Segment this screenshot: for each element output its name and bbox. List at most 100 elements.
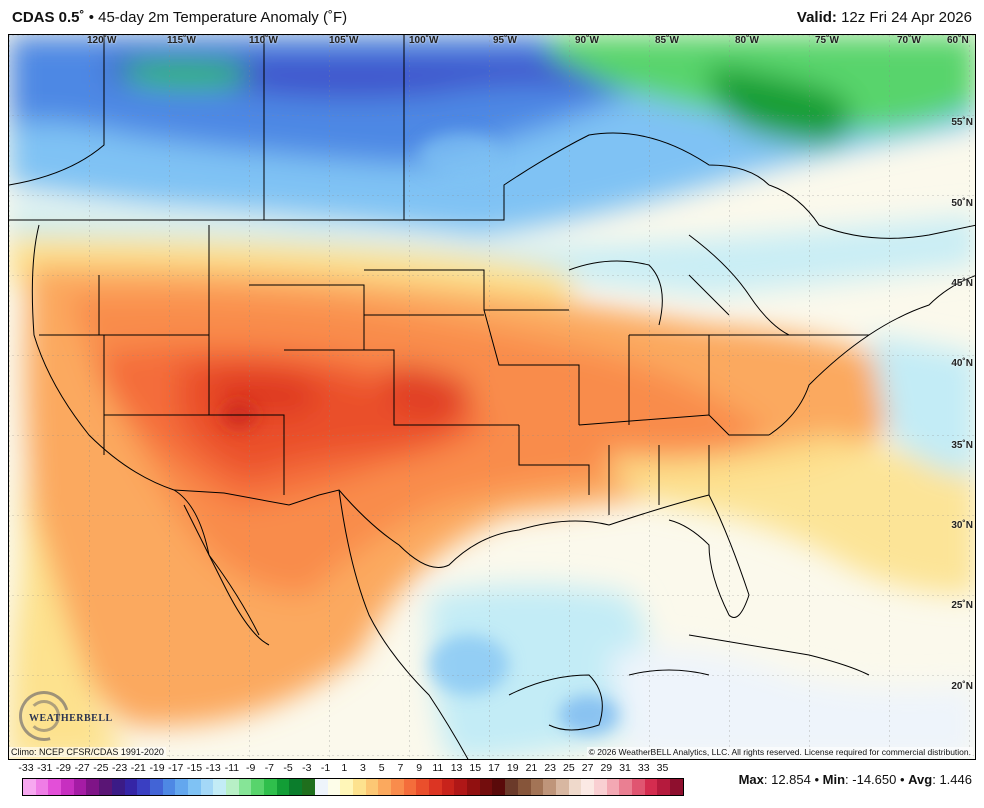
colorbar-swatch: [670, 779, 683, 795]
lon-label-80w: 80˚W: [735, 35, 759, 46]
colorbar-swatch: [517, 779, 531, 795]
lon-label-95w: 95˚W: [493, 35, 517, 46]
colorbar-swatches: [22, 778, 684, 796]
model-name: CDAS 0.5˚: [12, 8, 85, 26]
colorbar-label: -3: [302, 762, 312, 774]
colorbar-label: -29: [55, 762, 72, 774]
colorbar-swatch: [441, 779, 455, 795]
lon-label-110w: 110˚W: [249, 35, 278, 46]
colorbar-swatch: [226, 779, 239, 795]
lon-label-70w: 70˚W: [897, 35, 921, 46]
colorbar-swatch: [149, 779, 163, 795]
lon-label-85w: 85˚W: [655, 35, 679, 46]
map-header: CDAS 0.5˚ • 45-day 2m Temperature Anomal…: [0, 0, 984, 34]
colorbar-swatch: [302, 779, 315, 795]
colorbar-swatch: [479, 779, 493, 795]
colorbar-label: 31: [619, 762, 631, 774]
colorbar-label: 1: [341, 762, 348, 774]
colorbar-swatch: [86, 779, 100, 795]
map-panel: 120˚W 115˚W 110˚W 105˚W 100˚W 95˚W 90˚W …: [8, 34, 976, 760]
colorbar-label: -15: [186, 762, 203, 774]
logo-text: WEATHERBELL: [29, 713, 113, 724]
weatherbell-logo: WEATHERBELL: [9, 681, 112, 751]
colorbar-swatch: [555, 779, 569, 795]
colorbar-label: 27: [581, 762, 594, 774]
colorbar-swatch: [111, 779, 125, 795]
colorbar-label: -9: [245, 762, 256, 774]
colorbar-swatch: [73, 779, 87, 795]
colorbar-swatch: [378, 779, 391, 795]
colorbar-swatch: [187, 779, 201, 795]
political-boundaries: [9, 35, 975, 759]
colorbar-label: 15: [469, 762, 482, 774]
colorbar-swatch: [61, 779, 74, 795]
colorbar-swatch: [530, 779, 544, 795]
avg-label: Avg: [908, 772, 933, 787]
climo-source: Climo: NCEP CFSR/CDAS 1991-2020: [9, 747, 166, 757]
max-label: Max: [738, 772, 764, 787]
colorbar-swatch: [276, 779, 290, 795]
lat-label-25n: 25˚N: [951, 600, 973, 611]
stat-separator: •: [896, 772, 909, 787]
colorbar-label: -31: [37, 762, 53, 774]
colorbar-label: 13: [450, 762, 463, 774]
lon-label-115w: 115˚W: [167, 35, 196, 46]
colorbar-label: -19: [149, 762, 165, 774]
lat-label-45n: 45˚N: [951, 278, 973, 289]
colorbar-swatch: [416, 779, 429, 795]
colorbar-label: -23: [112, 762, 128, 774]
colorbar-label: -1: [320, 762, 331, 774]
colorbar-label: -13: [205, 762, 221, 774]
colorbar-label: 3: [360, 762, 366, 774]
colorbar-label: 25: [563, 762, 575, 774]
colorbar-label: -7: [264, 762, 275, 774]
colorbar-label: -17: [168, 762, 184, 774]
colorbar-swatch: [593, 779, 607, 795]
lat-label-50n: 50˚N: [951, 198, 973, 209]
product-name: • 45-day 2m Temperature Anomaly (˚F): [84, 8, 348, 26]
colorbar-swatch: [238, 779, 252, 795]
colorbar-swatch: [581, 779, 594, 795]
colorbar-swatch: [48, 779, 62, 795]
colorbar-labels: -33 -31 -29 -27 -25 -23 -21 -19 -17 -15 -13 -11 -9 -7…: [10, 762, 710, 776]
lon-label-100w: 100˚W: [409, 35, 439, 46]
colorbar-swatch: [137, 779, 150, 795]
colorbar-label: -27: [74, 762, 90, 774]
colorbar-swatch: [568, 779, 582, 795]
colorbar-swatch: [657, 779, 671, 795]
avg-value: 1.446: [939, 772, 972, 787]
lat-label-20n: 20˚N: [951, 681, 973, 692]
colorbar-swatch: [264, 779, 277, 795]
colorbar-label: 9: [416, 762, 423, 774]
colorbar-label: -25: [93, 762, 109, 774]
canada-border-east: [768, 184, 975, 239]
colorbar-swatch: [99, 779, 112, 795]
lat-label-30n: 30˚N: [951, 520, 973, 531]
colorbar-swatch: [251, 779, 265, 795]
colorbar-swatch: [314, 779, 328, 795]
map-title: CDAS 0.5˚ • 45-day 2m Temperature Anomal…: [12, 9, 347, 26]
max-value: 12.854: [771, 772, 811, 787]
colorbar-label: 29: [600, 762, 613, 774]
colorbar-label: 11: [432, 762, 444, 774]
colorbar-label: -11: [224, 762, 240, 774]
colorbar-swatch: [492, 779, 506, 795]
lat-label-55n: 55˚N: [951, 117, 973, 128]
logo-swirl-inner-icon: [28, 700, 60, 732]
colorbar-swatch: [289, 779, 303, 795]
colorbar-label: 23: [544, 762, 556, 774]
lon-label-90w: 90˚W: [575, 35, 599, 46]
colorbar-label: -5: [283, 762, 293, 774]
colorbar-swatch: [543, 779, 556, 795]
valid-time: Valid: 12z Fri 24 Apr 2026: [797, 9, 972, 26]
colorbar-swatch: [200, 779, 214, 795]
lon-label-105w: 105˚W: [329, 35, 359, 46]
lon-label-75w: 75˚W: [815, 35, 839, 46]
copyright-notice: © 2026 WeatherBELL Analytics, LLC. All r…: [586, 747, 973, 757]
colorbar-label: 19: [506, 762, 519, 774]
colorbar-swatch: [352, 779, 366, 795]
stat-separator: •: [810, 772, 823, 787]
colorbar-label: 5: [378, 762, 385, 774]
colorbar-swatch: [619, 779, 632, 795]
colorbar-swatch: [162, 779, 176, 795]
